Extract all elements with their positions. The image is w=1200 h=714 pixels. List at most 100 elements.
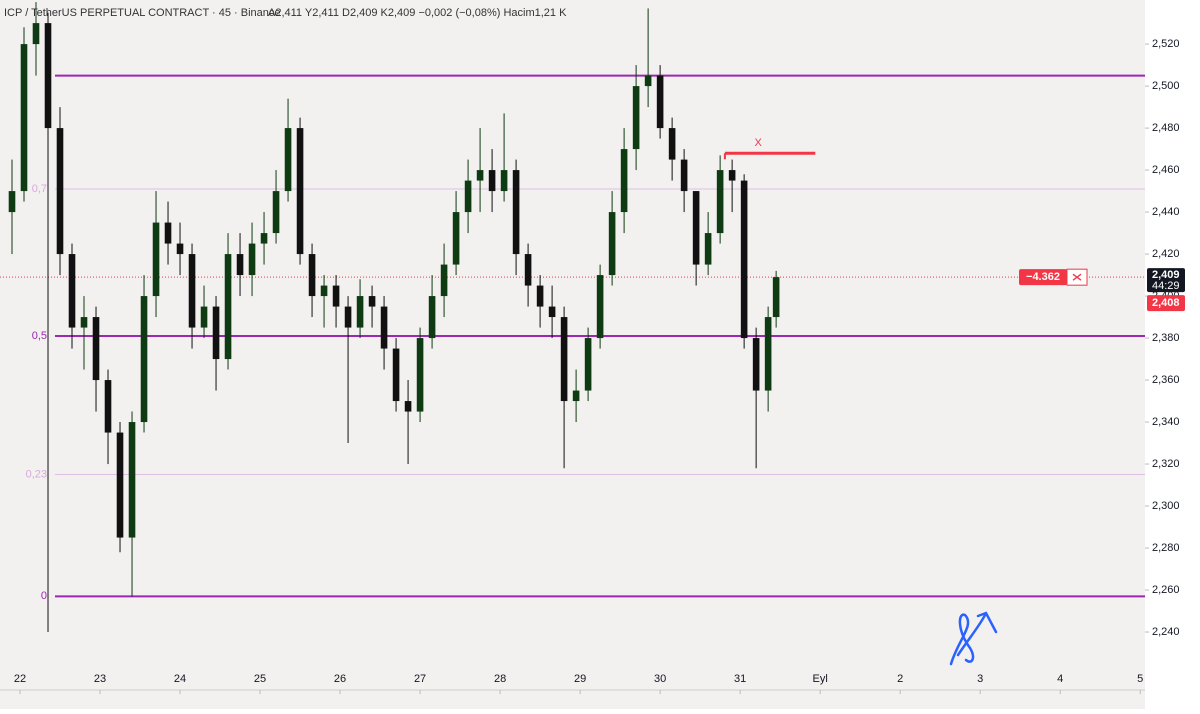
candle-body [772, 277, 780, 318]
candle-body [452, 212, 460, 265]
price-axis [1145, 0, 1200, 709]
candle-body [224, 254, 232, 360]
candle-body [140, 296, 148, 423]
candle-body [68, 254, 76, 328]
fib-level-label: 0,5 [32, 330, 47, 342]
candle-body [428, 296, 436, 339]
candle-body [488, 170, 496, 192]
y-tick-label: 2,280 [1152, 542, 1180, 554]
ohlc-legend: A2,411 Y2,411 D2,409 K2,409 −0,002 (−0,0… [268, 7, 567, 19]
x-tick-label: 29 [574, 673, 586, 685]
candle-body [440, 264, 448, 297]
candle-body [572, 390, 580, 402]
position-label: −4.362 [1026, 271, 1060, 283]
fib-level-label: 0,7 [32, 183, 47, 195]
y-tick-label: 2,240 [1152, 626, 1180, 638]
candle-body [752, 338, 760, 391]
candle-body [308, 254, 316, 297]
fib-level-label: 0,23 [26, 468, 47, 480]
candle-body [692, 191, 700, 265]
candle-body [620, 149, 628, 213]
candle-body [284, 128, 292, 192]
y-tick-label: 2,420 [1152, 248, 1180, 260]
x-tick-label: 25 [254, 673, 266, 685]
chart-title: ICP / TetherUS PERPETUAL CONTRACT · 45 ·… [4, 7, 281, 19]
y-tick-label: 2,520 [1152, 38, 1180, 50]
candle-body [728, 170, 736, 181]
position-tag [1019, 269, 1067, 286]
ask-price-label: 2,408 [1152, 297, 1180, 309]
x-tick-label: 31 [734, 673, 746, 685]
candle-body [260, 233, 268, 244]
y-tick-label: 2,460 [1152, 164, 1180, 176]
x-tick-label: Eyl [813, 673, 828, 685]
candle-body [152, 222, 160, 297]
x-tick-label: 27 [414, 673, 426, 685]
candle-body [668, 128, 676, 160]
annotation-label: X [754, 137, 762, 149]
candle-body [764, 317, 772, 391]
candle-body [716, 170, 724, 234]
y-tick-label: 2,380 [1152, 332, 1180, 344]
candle-body [368, 296, 376, 307]
candle-body [320, 285, 328, 297]
candle-body [560, 317, 568, 402]
candle-body [212, 306, 220, 360]
fib-level-label: 0 [41, 590, 47, 602]
candle-body [332, 285, 340, 307]
candle-body [344, 306, 352, 328]
x-tick-label: 4 [1057, 673, 1063, 685]
y-tick-label: 2,360 [1152, 374, 1180, 386]
candle-body [536, 285, 544, 307]
candle-body [740, 180, 748, 339]
candle-body [92, 317, 100, 381]
candle-body [392, 348, 400, 402]
y-tick-label: 2,260 [1152, 584, 1180, 596]
candle-body [512, 170, 520, 255]
candle-body [248, 243, 256, 276]
candle-body [8, 191, 16, 213]
candle-body [608, 212, 616, 276]
candle-body [680, 159, 688, 192]
candle-body [128, 422, 136, 538]
y-tick-label: 2,480 [1152, 122, 1180, 134]
candle-body [644, 75, 652, 87]
countdown-label: 44:29 [1152, 280, 1180, 292]
candle-body [500, 170, 508, 192]
x-tick-label: 28 [494, 673, 506, 685]
candle-body [656, 75, 664, 129]
candle-body [56, 128, 64, 255]
candle-body [416, 338, 424, 412]
y-tick-label: 2,320 [1152, 458, 1180, 470]
candle-body [236, 254, 244, 276]
candle-body [404, 401, 412, 412]
candle-body [44, 23, 52, 129]
y-tick-label: 2,340 [1152, 416, 1180, 428]
y-tick-label: 2,440 [1152, 206, 1180, 218]
candle-body [356, 296, 364, 328]
candle-body [200, 306, 208, 328]
hand-drawn-arrow [949, 611, 998, 666]
time-axis [0, 665, 1145, 709]
candle-body [704, 233, 712, 265]
candle-body [116, 432, 124, 538]
x-tick-label: 24 [174, 673, 186, 685]
candle-body [380, 306, 388, 349]
candle-body [176, 243, 184, 255]
candle-body [164, 222, 172, 244]
candle-body [548, 306, 556, 318]
candle-body [296, 128, 304, 255]
x-tick-label: 3 [977, 673, 983, 685]
candle-body [188, 254, 196, 328]
y-tick-label: 2,300 [1152, 500, 1180, 512]
x-tick-label: 30 [654, 673, 666, 685]
x-tick-label: 23 [94, 673, 106, 685]
candle-body [464, 180, 472, 213]
candle-body [32, 23, 40, 45]
candle-body [476, 170, 484, 181]
plot [0, 2, 1149, 694]
candle-body [272, 191, 280, 234]
candle-body [596, 275, 604, 339]
x-tick-label: 5 [1137, 673, 1143, 685]
